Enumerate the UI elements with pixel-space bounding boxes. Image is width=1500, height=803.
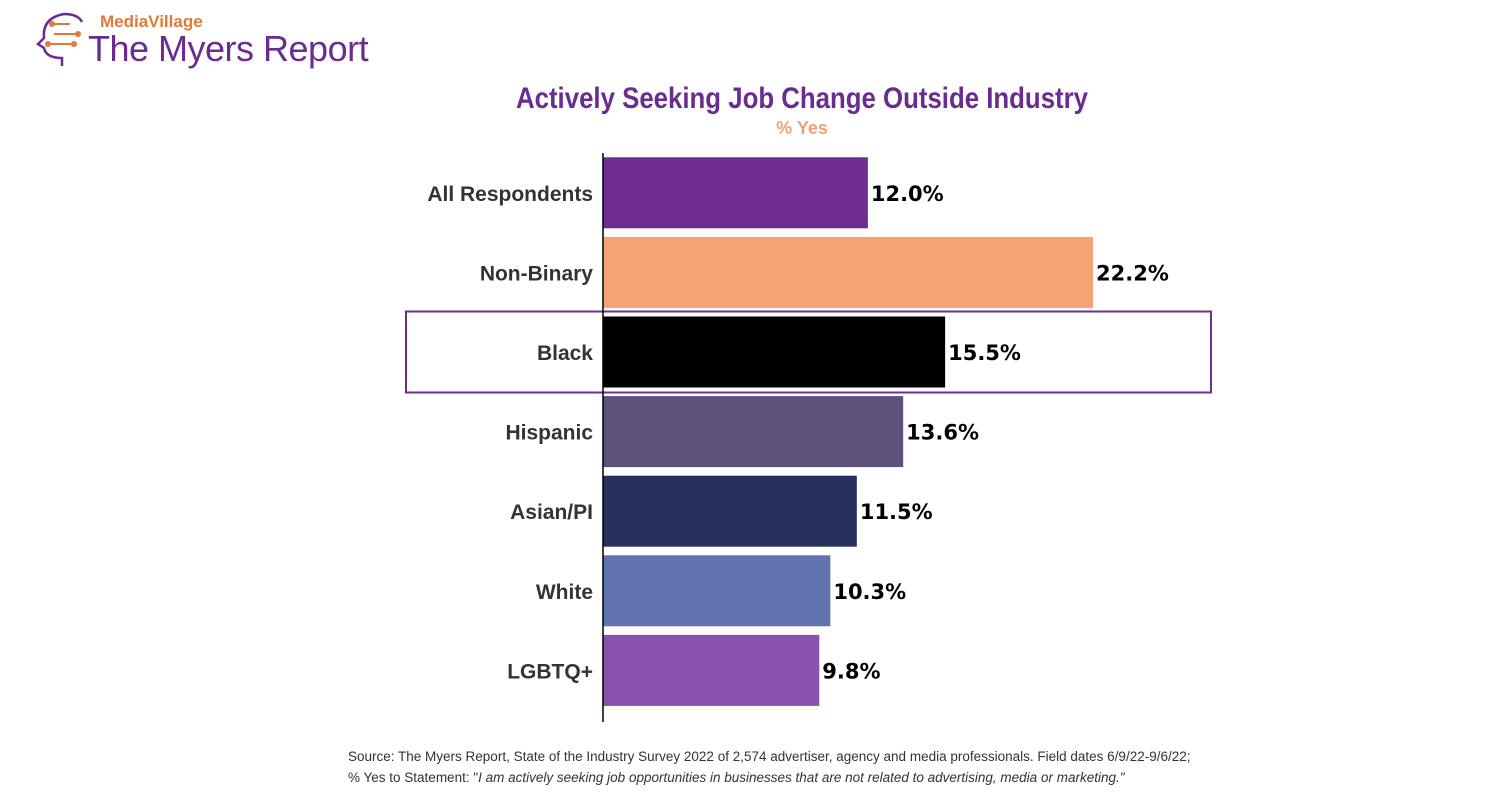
bar (603, 316, 946, 388)
head-circuit-icon (36, 12, 84, 66)
bar (603, 157, 868, 229)
logo-brand-main: The Myers Report (88, 28, 369, 69)
bar (603, 396, 904, 468)
footnote-source: Source: The Myers Report, State of the I… (348, 749, 1191, 764)
logo: MediaVillage The Myers Report (32, 8, 382, 72)
bar (603, 634, 820, 706)
value-label: 11.5% (860, 500, 933, 524)
category-label: Non-Binary (480, 262, 593, 285)
value-label: 22.2% (1096, 261, 1169, 285)
logo-brand-top: MediaVillage (100, 12, 203, 31)
footnote: Source: The Myers Report, State of the I… (348, 746, 1190, 788)
value-label: 9.8% (822, 659, 880, 683)
chart-title: Actively Seeking Job Change Outside Indu… (515, 82, 1089, 115)
category-label: Hispanic (505, 422, 593, 445)
category-label: Asian/PI (510, 501, 593, 524)
footnote-statement-quote: I am actively seeking job opportunities … (478, 770, 1125, 785)
highlight-box (405, 310, 1212, 394)
footnote-statement-prefix: % Yes to Statement: " (348, 770, 479, 785)
category-label: Black (537, 342, 593, 365)
value-label: 13.6% (906, 421, 979, 445)
value-label: 10.3% (833, 580, 906, 604)
bar (603, 236, 1093, 308)
bar (603, 475, 857, 547)
category-label: LGBTQ+ (507, 660, 593, 683)
footnote-statement: % Yes to Statement: "I am actively seeki… (348, 767, 1190, 788)
value-label: 15.5% (948, 341, 1021, 365)
category-label: White (536, 581, 593, 604)
category-label: All Respondents (427, 183, 593, 206)
value-label: 12.0% (871, 182, 944, 206)
chart-subtitle: % Yes (776, 118, 828, 138)
bar (603, 555, 831, 627)
